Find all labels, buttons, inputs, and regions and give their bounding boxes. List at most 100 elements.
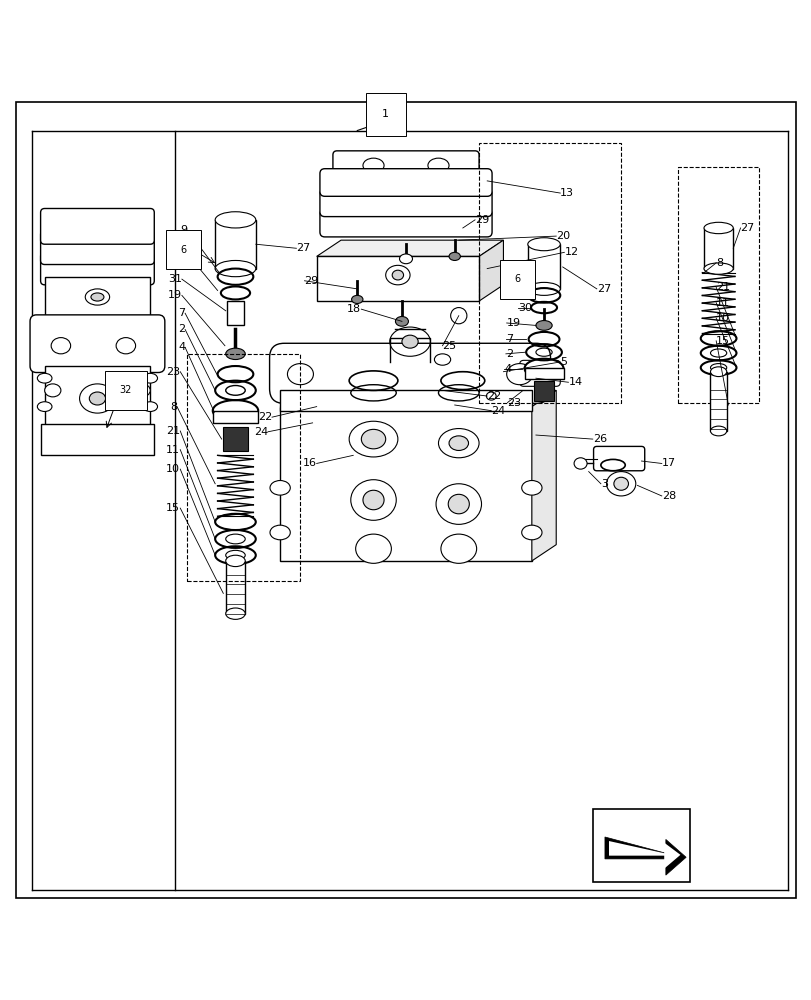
- FancyBboxPatch shape: [227, 301, 243, 325]
- Ellipse shape: [215, 260, 255, 277]
- Ellipse shape: [225, 555, 245, 567]
- Ellipse shape: [212, 400, 258, 421]
- Ellipse shape: [573, 458, 586, 469]
- Text: 8: 8: [715, 258, 723, 268]
- Text: 15: 15: [715, 336, 729, 346]
- Text: 16: 16: [303, 458, 316, 468]
- Text: 20: 20: [556, 231, 569, 241]
- Ellipse shape: [361, 429, 385, 449]
- FancyBboxPatch shape: [280, 407, 531, 561]
- Ellipse shape: [116, 338, 135, 354]
- Polygon shape: [531, 390, 556, 561]
- Ellipse shape: [349, 421, 397, 457]
- Text: 3: 3: [600, 479, 607, 489]
- Text: 9: 9: [523, 288, 530, 298]
- Text: 21: 21: [166, 426, 180, 436]
- Text: 19: 19: [168, 290, 182, 300]
- Ellipse shape: [527, 282, 560, 295]
- Ellipse shape: [399, 254, 412, 264]
- Text: 1: 1: [382, 109, 388, 119]
- Ellipse shape: [287, 364, 313, 385]
- Text: 11: 11: [715, 298, 729, 308]
- Ellipse shape: [448, 494, 469, 514]
- Text: 10: 10: [166, 464, 180, 474]
- FancyBboxPatch shape: [592, 809, 689, 882]
- Ellipse shape: [535, 321, 551, 330]
- Text: 24: 24: [491, 406, 505, 416]
- FancyBboxPatch shape: [45, 366, 150, 427]
- Text: 2: 2: [178, 324, 185, 334]
- Ellipse shape: [355, 534, 391, 563]
- Text: 8: 8: [169, 402, 177, 412]
- Text: 18: 18: [347, 304, 361, 314]
- Ellipse shape: [450, 308, 466, 324]
- FancyBboxPatch shape: [41, 424, 154, 455]
- Ellipse shape: [143, 402, 157, 411]
- Text: 25: 25: [442, 341, 456, 351]
- Text: 6: 6: [180, 245, 187, 255]
- Ellipse shape: [51, 338, 71, 354]
- FancyBboxPatch shape: [593, 446, 644, 471]
- Ellipse shape: [710, 426, 726, 436]
- Ellipse shape: [524, 359, 563, 378]
- Text: 19: 19: [506, 318, 520, 328]
- Ellipse shape: [350, 480, 396, 520]
- Polygon shape: [608, 841, 680, 869]
- Text: 24: 24: [253, 427, 268, 437]
- Polygon shape: [478, 240, 503, 301]
- Ellipse shape: [703, 263, 732, 274]
- Text: 22: 22: [257, 412, 272, 422]
- Ellipse shape: [521, 525, 542, 540]
- Ellipse shape: [143, 373, 157, 383]
- Ellipse shape: [613, 477, 628, 490]
- Ellipse shape: [521, 481, 542, 495]
- Ellipse shape: [448, 436, 468, 450]
- Ellipse shape: [448, 252, 460, 260]
- Polygon shape: [280, 390, 556, 407]
- Ellipse shape: [225, 608, 245, 619]
- Text: 27: 27: [740, 223, 754, 233]
- Ellipse shape: [269, 481, 290, 495]
- FancyBboxPatch shape: [333, 151, 478, 179]
- FancyBboxPatch shape: [223, 427, 247, 451]
- FancyBboxPatch shape: [710, 372, 726, 431]
- Text: 4: 4: [178, 342, 185, 352]
- Text: 22: 22: [487, 391, 501, 401]
- Ellipse shape: [85, 289, 109, 305]
- Ellipse shape: [703, 222, 732, 234]
- Text: 7: 7: [178, 308, 185, 318]
- Polygon shape: [604, 837, 685, 875]
- Text: 31: 31: [168, 274, 182, 284]
- FancyBboxPatch shape: [320, 169, 491, 196]
- Ellipse shape: [351, 295, 363, 303]
- Text: 29: 29: [474, 215, 489, 225]
- Ellipse shape: [91, 293, 104, 301]
- Ellipse shape: [395, 316, 408, 326]
- FancyBboxPatch shape: [215, 220, 255, 269]
- Ellipse shape: [527, 238, 560, 251]
- FancyBboxPatch shape: [534, 381, 553, 401]
- FancyBboxPatch shape: [225, 561, 245, 614]
- FancyBboxPatch shape: [269, 343, 550, 403]
- Ellipse shape: [438, 429, 478, 458]
- Ellipse shape: [89, 392, 105, 405]
- Ellipse shape: [385, 265, 410, 285]
- Text: 30: 30: [169, 243, 182, 253]
- Text: 14: 14: [568, 377, 581, 387]
- Text: 5: 5: [560, 357, 567, 367]
- Ellipse shape: [225, 348, 245, 360]
- Text: 10: 10: [715, 313, 729, 323]
- Text: 23: 23: [166, 367, 180, 377]
- Text: 2: 2: [505, 349, 513, 359]
- Text: 15: 15: [166, 503, 180, 513]
- FancyBboxPatch shape: [280, 390, 531, 411]
- FancyBboxPatch shape: [703, 228, 732, 269]
- Ellipse shape: [440, 534, 476, 563]
- Text: 13: 13: [560, 188, 573, 198]
- Text: 29: 29: [304, 276, 319, 286]
- Ellipse shape: [37, 373, 52, 383]
- FancyBboxPatch shape: [41, 230, 154, 265]
- Text: 21: 21: [715, 282, 729, 292]
- Ellipse shape: [392, 270, 403, 280]
- Ellipse shape: [436, 484, 481, 524]
